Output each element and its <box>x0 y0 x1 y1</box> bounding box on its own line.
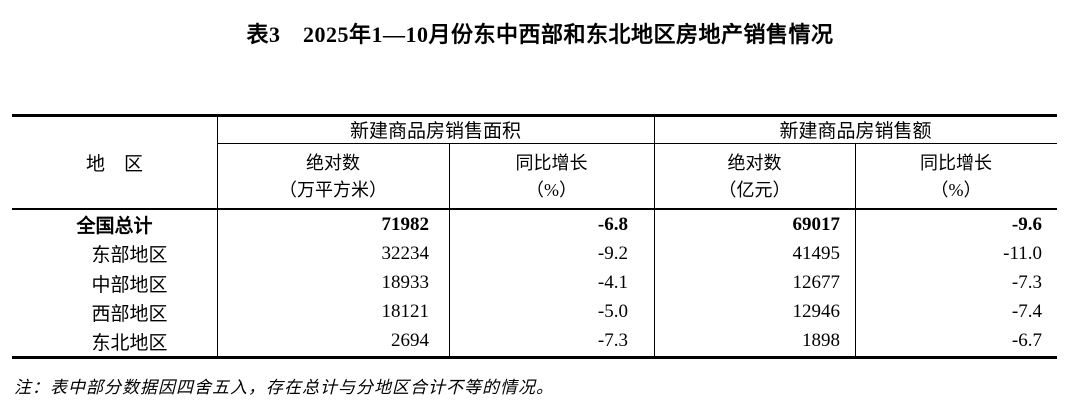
sales-value: 12677 <box>792 272 841 293</box>
table-row-eastern: 东部地区 32234 -9.2 41495 -11.0 <box>12 239 1057 268</box>
sales-value-yoy: -6.7 <box>1011 330 1042 352</box>
sales-area-value: 18121 <box>381 301 430 323</box>
sales-area-yoy: -7.3 <box>597 330 628 352</box>
region-label: 东部地区 <box>91 245 168 267</box>
header-separator-line <box>12 208 1057 210</box>
sales-value: 41495 <box>792 242 841 264</box>
sales-area-yoy: -4.1 <box>597 272 628 293</box>
region-cell: 东北地区 <box>12 327 217 356</box>
region-label: 西部地区 <box>91 303 168 325</box>
subheader-unit: （万平方米） <box>279 180 387 200</box>
subheader-unit: （%） <box>526 180 577 200</box>
subheader-value-absolute: 绝对数 （亿元） <box>654 144 855 210</box>
sales-value-yoy: -11.0 <box>1003 242 1042 264</box>
subheader-name: 同比增长 <box>920 153 992 173</box>
footnote: 注：表中部分数据因四舍五入，存在总计与分地区合计不等的情况。 <box>14 378 554 397</box>
subheader-name: 同比增长 <box>515 153 588 173</box>
subheader-unit: （亿元） <box>718 180 791 200</box>
column-divider-area-yoy <box>449 144 450 358</box>
sales-area-value: 32234 <box>381 242 430 264</box>
sales-area-yoy: -5.0 <box>597 301 628 323</box>
column-divider-value-yoy <box>855 144 856 358</box>
subheader-value-yoy: 同比增长 （%） <box>855 144 1057 210</box>
column-divider-region <box>217 115 218 358</box>
group-header-sales-value: 新建商品房销售额 <box>779 121 932 142</box>
table-row-northeastern: 东北地区 2694 -7.3 1898 -6.7 <box>12 327 1057 356</box>
subheader-area-absolute: 绝对数 （万平方米） <box>217 144 449 210</box>
table-row-central: 中部地区 18933 -4.1 12677 -7.3 <box>12 268 1057 297</box>
sales-value-yoy: -7.4 <box>1011 301 1042 323</box>
sales-value: 1898 <box>802 330 840 352</box>
sales-value-yoy: -9.6 <box>1011 213 1042 235</box>
group-header-underline <box>217 143 1057 144</box>
sales-area-value: 71982 <box>381 213 430 235</box>
region-cell: 西部地区 <box>12 298 217 327</box>
sales-area-value: 18933 <box>381 272 430 293</box>
sales-value: 69017 <box>792 213 841 235</box>
subheader-name: 绝对数 <box>727 153 782 173</box>
subheader-area-yoy: 同比增长 （%） <box>449 144 654 210</box>
table-row-western: 西部地区 18121 -5.0 12946 -7.4 <box>12 298 1057 327</box>
data-table: 地 区 新建商品房销售面积 新建商品房销售额 绝对数 （万平方米） 同比增长 （… <box>12 114 1057 359</box>
region-cell: 全国总计 <box>12 210 217 239</box>
region-label: 东北地区 <box>91 332 168 354</box>
table-title: 表3 2025年1—10月份东中西部和东北地区房地产销售情况 <box>246 22 834 47</box>
sales-value-yoy: -7.3 <box>1011 272 1042 293</box>
sales-area-yoy: -9.2 <box>597 242 628 264</box>
table-body: 全国总计 71982 -6.8 69017 -9.6 东部地区 32234 -9… <box>12 210 1057 356</box>
sales-area-value: 2694 <box>391 330 429 352</box>
sales-area-yoy: -6.8 <box>597 213 628 235</box>
region-label: 中部地区 <box>91 274 168 296</box>
region-column-header: 地 区 <box>85 154 143 175</box>
sales-value: 12946 <box>792 301 841 323</box>
region-label: 全国总计 <box>76 216 153 238</box>
column-divider-groups <box>654 115 655 358</box>
table-row-national-total: 全国总计 71982 -6.8 69017 -9.6 <box>12 210 1057 239</box>
subheader-unit: （%） <box>930 180 982 200</box>
region-cell: 中部地区 <box>12 268 217 297</box>
region-cell: 东部地区 <box>12 239 217 268</box>
group-header-sales-area: 新建商品房销售面积 <box>349 121 521 142</box>
subheader-name: 绝对数 <box>306 153 360 173</box>
table-border-bottom <box>12 356 1057 359</box>
table-border-top <box>12 114 1057 117</box>
